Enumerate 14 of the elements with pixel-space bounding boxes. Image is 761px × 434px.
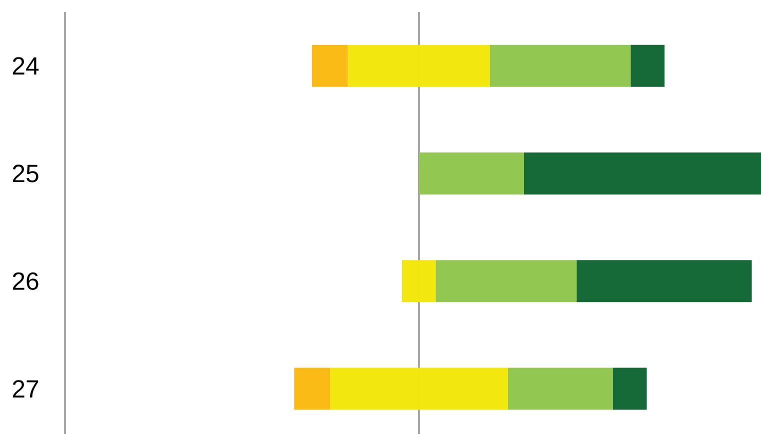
- bar: [418, 152, 524, 194]
- bar: [508, 368, 613, 410]
- y-tick-label: 27: [12, 380, 38, 398]
- bar: [312, 44, 348, 87]
- bar: [524, 152, 761, 194]
- bar: [630, 44, 665, 87]
- y-tick-label: 24: [12, 57, 39, 75]
- bar: [576, 260, 752, 302]
- bar: [612, 368, 647, 410]
- bar: [294, 368, 330, 410]
- y-tick-label: 25: [12, 164, 38, 182]
- y-tick-label: 26: [12, 272, 38, 290]
- bar: [436, 260, 577, 302]
- bar: [490, 44, 631, 87]
